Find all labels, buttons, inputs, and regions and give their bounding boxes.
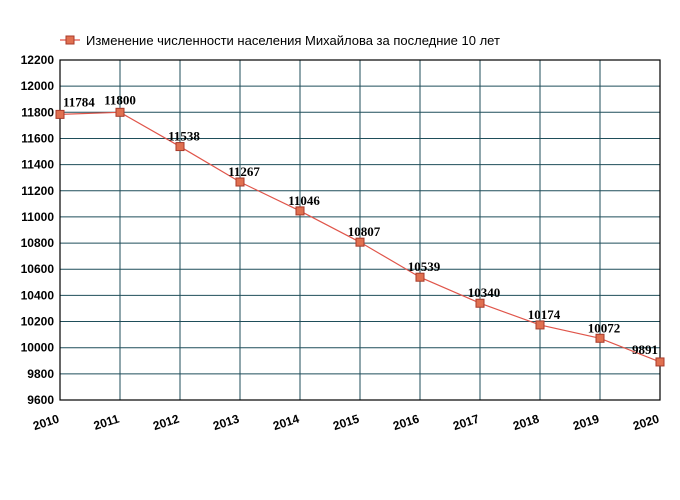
y-tick-label: 12200 — [21, 53, 55, 67]
data-label: 10174 — [528, 307, 561, 322]
data-label: 9891 — [632, 342, 658, 357]
y-tick-label: 11000 — [21, 210, 54, 224]
data-label: 11267 — [228, 164, 260, 179]
data-point — [355, 237, 365, 247]
y-tick-label: 10800 — [21, 236, 55, 250]
y-tick-label: 10400 — [21, 288, 55, 302]
y-tick-label: 11800 — [21, 105, 54, 119]
y-tick-label: 12000 — [21, 79, 55, 93]
y-tick-label: 11200 — [21, 184, 54, 198]
data-label: 11800 — [104, 92, 136, 107]
x-tick-label: 2018 — [511, 411, 541, 433]
data-label: 11046 — [288, 193, 320, 208]
x-axis-tick-labels: 2010 2011 2012 2013 2014 2015 2016 2017 2018 2019… — [31, 411, 661, 433]
data-point — [475, 298, 485, 308]
data-label: 10340 — [468, 285, 501, 300]
data-point — [415, 272, 425, 282]
x-tick-label: 2014 — [271, 411, 301, 433]
y-tick-label: 10200 — [21, 315, 55, 329]
x-tick-label: 2013 — [211, 411, 241, 433]
y-tick-label: 10000 — [21, 341, 55, 355]
data-label: 10072 — [588, 320, 621, 335]
x-tick-label: 2016 — [391, 411, 421, 433]
y-tick-label: 9600 — [27, 393, 54, 407]
x-tick-label: 2019 — [571, 411, 601, 433]
data-point — [55, 109, 65, 119]
data-label: 11538 — [168, 129, 200, 144]
data-point — [295, 206, 305, 216]
data-point — [595, 333, 605, 343]
legend-marker-swatch — [65, 35, 75, 45]
x-tick-label: 2017 — [451, 411, 481, 433]
x-tick-label: 2020 — [631, 411, 661, 433]
plot-frame — [59, 59, 661, 401]
data-point — [535, 320, 545, 330]
x-tick-label: 2015 — [331, 411, 361, 433]
series-population — [55, 107, 665, 367]
data-labels: 11784 11800 11538 11267 11046 10807 10539 10340… — [63, 92, 658, 357]
grid — [59, 59, 661, 401]
y-tick-label: 11400 — [21, 158, 54, 172]
data-point — [115, 107, 125, 117]
data-label: 11784 — [63, 94, 95, 109]
y-tick-label: 11600 — [21, 131, 54, 145]
y-tick-label: 10600 — [21, 262, 55, 276]
data-label: 10539 — [408, 259, 441, 274]
data-label: 10807 — [348, 224, 381, 239]
legend-label: Изменение численности населения Михайлов… — [86, 33, 500, 48]
x-tick-label: 2010 — [31, 411, 61, 433]
legend: Изменение численности населения Михайлов… — [60, 33, 500, 48]
data-point — [655, 357, 665, 367]
x-tick-label: 2011 — [92, 411, 121, 432]
x-tick-label: 2012 — [151, 411, 181, 433]
y-axis-tick-labels: 9600 9800 10000 10200 10400 10600 10800 11000 11… — [21, 53, 55, 407]
y-tick-label: 9800 — [27, 367, 54, 381]
data-point — [235, 177, 245, 187]
data-point — [175, 142, 185, 152]
